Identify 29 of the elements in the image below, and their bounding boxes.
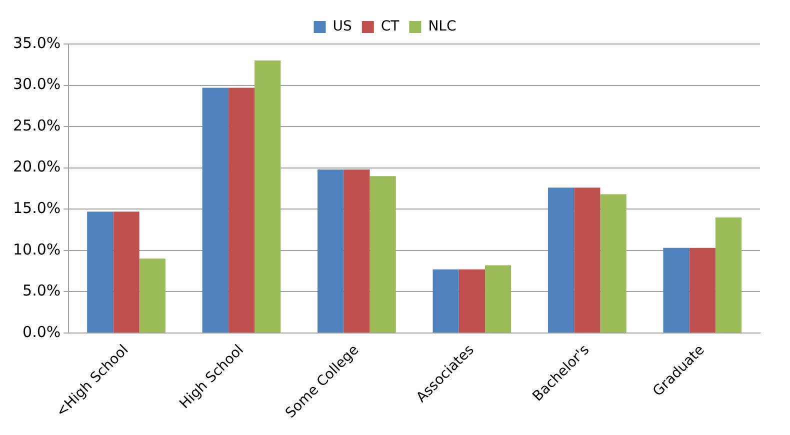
y-tick-label: 35.0% <box>12 34 61 52</box>
y-tick-label: 10.0% <box>12 240 61 258</box>
y-tick-label: 30.0% <box>12 75 61 94</box>
bar <box>663 248 690 332</box>
bar <box>254 60 281 332</box>
legend-label: CT <box>380 18 400 35</box>
legend-label: NLC <box>428 18 456 35</box>
bar <box>139 258 166 332</box>
bar <box>600 194 626 332</box>
y-tick-label: 15.0% <box>12 199 61 218</box>
bar <box>458 269 485 332</box>
legend-label: US <box>332 18 352 35</box>
bar <box>548 188 574 332</box>
bar <box>370 176 396 332</box>
y-tick-label: 5.0% <box>22 282 61 300</box>
y-tick-label: 25.0% <box>12 116 61 134</box>
bar <box>574 188 600 332</box>
bar <box>344 169 370 332</box>
bar <box>484 265 512 332</box>
bar <box>87 212 114 332</box>
bar <box>228 88 255 332</box>
bar <box>318 169 344 332</box>
bar <box>202 88 228 332</box>
y-tick-label: 0.0% <box>22 322 61 341</box>
bar <box>113 212 140 332</box>
y-tick-label: 20.0% <box>12 158 61 176</box>
bar <box>715 217 742 332</box>
bar <box>432 269 459 332</box>
bar <box>689 248 716 332</box>
